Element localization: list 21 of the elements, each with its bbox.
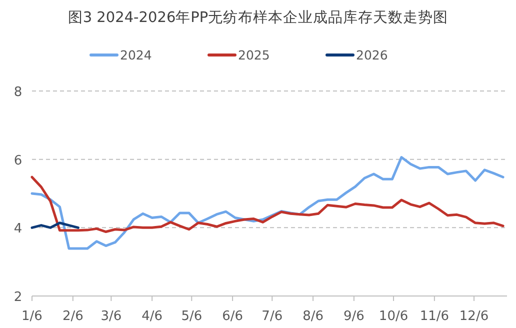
line-series (30, 176, 504, 234)
x-tick-label: 2/6 (62, 309, 84, 324)
legend-label: 2024 (120, 48, 152, 62)
x-tick-label: 11/6 (420, 309, 450, 324)
x-tick-label: 7/6 (262, 309, 283, 324)
x-tick-label: 4/6 (142, 309, 163, 324)
x-tick-label: 12/6 (459, 309, 489, 324)
x-tick-label: 10/6 (378, 309, 408, 324)
legend-label: 2025 (238, 48, 270, 62)
y-tick-label: 2 (14, 290, 22, 305)
x-tick-label: 8/6 (302, 309, 324, 324)
x-tick-label: 3/6 (100, 309, 122, 324)
chart-title: 图3 2024-2026年PP无纺布样本企业成品库存天数走势图 (68, 9, 448, 26)
legend-label: 2026 (356, 48, 388, 62)
y-tick-label: 6 (14, 153, 22, 168)
x-tick-label: 1/6 (22, 309, 42, 324)
x-tick-label: 6/6 (222, 309, 244, 324)
x-tick-label: 9/6 (343, 309, 364, 324)
x-tick-label: 5/6 (181, 309, 202, 324)
y-tick-label: 8 (14, 85, 22, 100)
y-tick-label: 4 (14, 222, 22, 237)
